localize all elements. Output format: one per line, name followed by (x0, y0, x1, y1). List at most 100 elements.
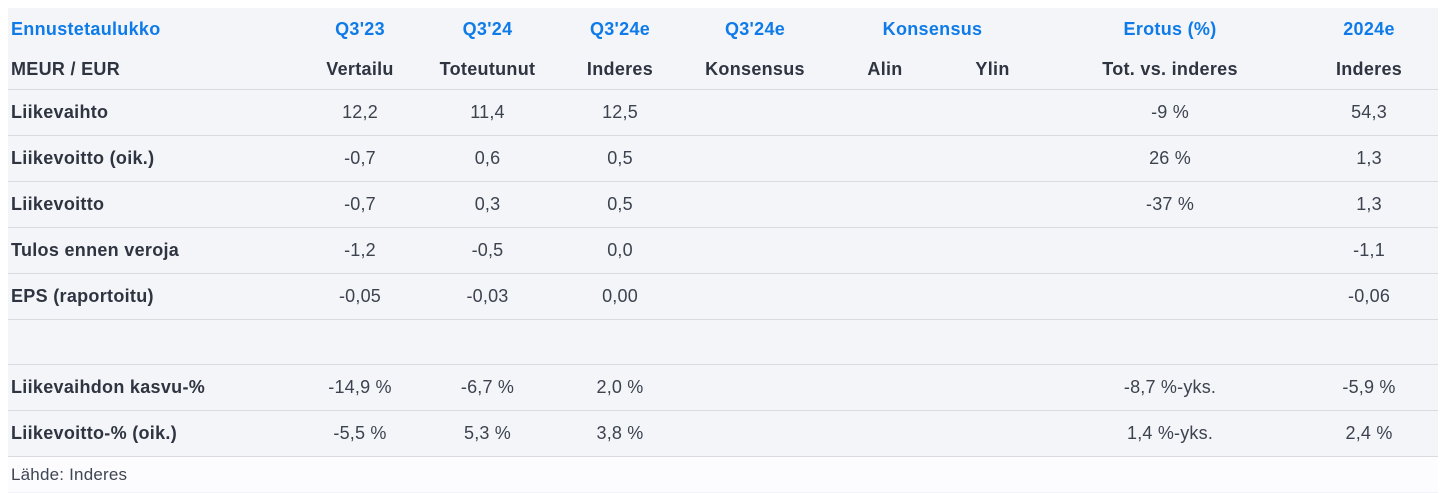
col-toteutunut: Toteutunut (439, 59, 536, 79)
cell-toteutunut (420, 319, 555, 365)
cell-vertailu: -0,7 (300, 135, 420, 182)
cell-ylin (945, 135, 1041, 182)
cell-inderes (555, 319, 685, 365)
cell-erotus (1040, 273, 1301, 320)
cell-erotus (1040, 227, 1301, 274)
cell-alin (825, 273, 945, 320)
cell-ylin (945, 410, 1041, 457)
cell-2024e: 54,3 (1300, 89, 1439, 136)
col-group-q3-24: Q3'24 (462, 18, 513, 39)
col-group-q3-23: Q3'23 (335, 18, 385, 39)
table-row-liikevoitto-oik: Liikevoitto (oik.) -0,7 0,6 0,5 26 % 1,3 (8, 135, 1439, 182)
cell-toteutunut: 0,3 (420, 181, 555, 228)
cell-toteutunut: 0,6 (420, 135, 555, 182)
row-label: Liikevaihdon kasvu-% (8, 364, 300, 411)
col-group-konsensus: Konsensus (882, 18, 983, 39)
cell-alin (825, 227, 945, 274)
table-source-row: Lähde: Inderes (8, 456, 1439, 492)
row-label: EPS (raportoitu) (8, 273, 300, 320)
source-label: Lähde: Inderes (8, 456, 1439, 492)
cell-2024e (1300, 319, 1439, 365)
row-label: Liikevoitto (8, 181, 300, 228)
cell-vertailu: -14,9 % (300, 364, 420, 411)
table-row-spacer (8, 319, 1439, 365)
cell-vertailu (300, 319, 420, 365)
cell-erotus: 1,4 %-yks. (1040, 410, 1301, 457)
cell-2024e: -0,06 (1300, 273, 1439, 320)
row-label: Liikevoitto (oik.) (8, 135, 300, 182)
table-row-tulos-ennen-veroja: Tulos ennen veroja -1,2 -0,5 0,0 -1,1 (8, 227, 1439, 274)
col-ylin: Ylin (975, 59, 1010, 79)
cell-toteutunut: 11,4 (420, 89, 555, 136)
cell-konsensus (685, 319, 825, 365)
col-vertailu: Vertailu (326, 59, 394, 79)
cell-alin (825, 89, 945, 136)
cell-konsensus (685, 89, 825, 136)
forecast-table-page: Ennustetaulukko Q3'23 Q3'24 Q3'24e Q3'24… (0, 8, 1446, 493)
cell-ylin (945, 227, 1041, 274)
cell-vertailu: 12,2 (300, 89, 420, 136)
cell-alin (825, 319, 945, 365)
cell-inderes: 0,0 (555, 227, 685, 274)
unit-label: MEUR / EUR (11, 59, 121, 79)
cell-toteutunut: 5,3 % (420, 410, 555, 457)
row-label: Liikevaihto (8, 89, 300, 136)
cell-2024e: -1,1 (1300, 227, 1439, 274)
col-group-erotus: Erotus (%) (1123, 18, 1217, 39)
cell-2024e: -5,9 % (1300, 364, 1439, 411)
cell-ylin (945, 89, 1041, 136)
cell-ylin (945, 181, 1041, 228)
table-title: Ennustetaulukko (11, 18, 161, 39)
cell-alin (825, 364, 945, 411)
cell-vertailu: -0,05 (300, 273, 420, 320)
table-row-liikevoitto: Liikevoitto -0,7 0,3 0,5 -37 % 1,3 (8, 181, 1439, 228)
cell-erotus: -9 % (1040, 89, 1301, 136)
cell-konsensus (685, 364, 825, 411)
cell-alin (825, 181, 945, 228)
cell-konsensus (685, 273, 825, 320)
cell-inderes: 2,0 % (555, 364, 685, 411)
cell-inderes: 0,5 (555, 181, 685, 228)
col-group-2024e: 2024e (1343, 18, 1395, 39)
col-konsensus: Konsensus (705, 59, 805, 79)
cell-alin (825, 410, 945, 457)
col-2024e-inderes: Inderes (1335, 59, 1403, 79)
cell-2024e: 1,3 (1300, 181, 1439, 228)
cell-vertailu: -5,5 % (300, 410, 420, 457)
table-row-liikevoitto-pct: Liikevoitto-% (oik.) -5,5 % 5,3 % 3,8 % … (8, 410, 1439, 457)
col-alin: Alin (867, 59, 903, 79)
cell-ylin (945, 273, 1041, 320)
cell-inderes: 3,8 % (555, 410, 685, 457)
cell-konsensus (685, 410, 825, 457)
col-tot-vs-inderes: Tot. vs. inderes (1102, 59, 1238, 79)
col-inderes: Inderes (586, 59, 654, 79)
row-label: Liikevoitto-% (oik.) (8, 410, 300, 457)
cell-alin (825, 135, 945, 182)
table-row-eps: EPS (raportoitu) -0,05 -0,03 0,00 -0,06 (8, 273, 1439, 320)
cell-vertailu: -0,7 (300, 181, 420, 228)
cell-erotus (1040, 319, 1301, 365)
cell-inderes: 12,5 (555, 89, 685, 136)
cell-toteutunut: -0,03 (420, 273, 555, 320)
header-group-row: Ennustetaulukko Q3'23 Q3'24 Q3'24e Q3'24… (8, 8, 1438, 50)
cell-vertailu: -1,2 (300, 227, 420, 274)
cell-toteutunut: -6,7 % (420, 364, 555, 411)
cell-konsensus (685, 181, 825, 228)
cell-inderes: 0,00 (555, 273, 685, 320)
table-row-liikevaihto: Liikevaihto 12,2 11,4 12,5 -9 % 54,3 (8, 89, 1439, 136)
cell-2024e: 1,3 (1300, 135, 1439, 182)
forecast-table: Ennustetaulukko Q3'23 Q3'24 Q3'24e Q3'24… (8, 8, 1439, 492)
cell-erotus: 26 % (1040, 135, 1301, 182)
row-label: Tulos ennen veroja (8, 227, 300, 274)
col-group-q3-24e-konsensus: Q3'24e (724, 18, 786, 39)
header-sub-row: MEUR / EUR Vertailu Toteutunut Inderes K… (8, 50, 1438, 90)
table-row-liikevaihdon-kasvu: Liikevaihdon kasvu-% -14,9 % -6,7 % 2,0 … (8, 364, 1439, 411)
cell-ylin (945, 319, 1041, 365)
cell-2024e: 2,4 % (1300, 410, 1439, 457)
cell-ylin (945, 364, 1041, 411)
cell-erotus: -8,7 %-yks. (1040, 364, 1301, 411)
row-label (8, 319, 300, 365)
cell-toteutunut: -0,5 (420, 227, 555, 274)
cell-erotus: -37 % (1040, 181, 1301, 228)
cell-konsensus (685, 227, 825, 274)
